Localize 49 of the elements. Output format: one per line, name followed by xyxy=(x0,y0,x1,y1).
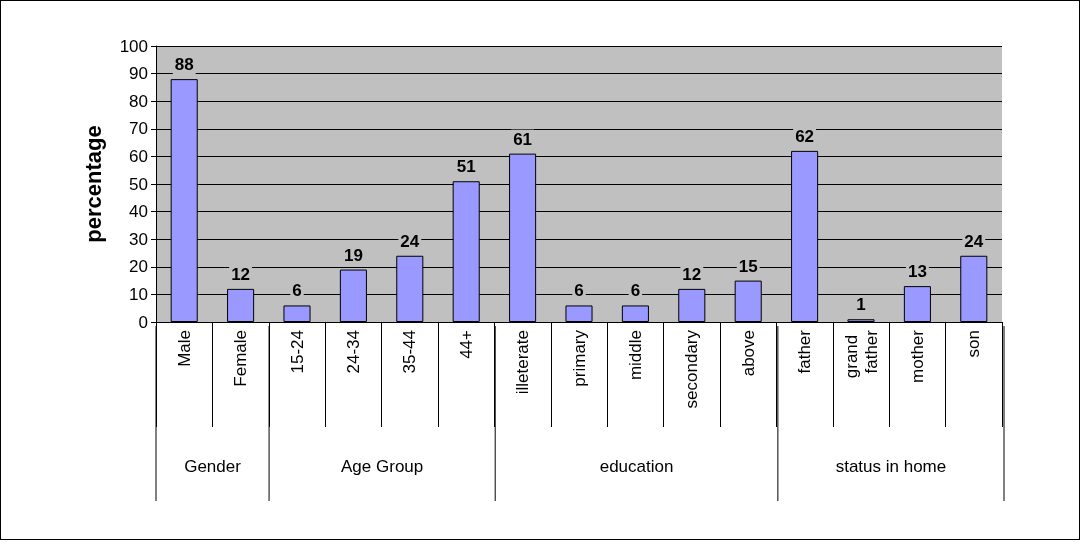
x-tick-label: grand father xyxy=(841,329,881,379)
y-tick-label: 50 xyxy=(129,174,148,194)
x-tick-label: Male xyxy=(174,330,194,367)
data-label: 61 xyxy=(513,129,533,149)
data-label: 88 xyxy=(174,55,194,75)
x-tick-label: son xyxy=(964,330,984,358)
data-label: 1 xyxy=(856,295,866,315)
data-label: 62 xyxy=(795,126,815,146)
data-label: 6 xyxy=(292,281,302,301)
data-label: 13 xyxy=(907,262,927,282)
y-tick-label: 80 xyxy=(129,91,148,111)
x-tick-label: Female xyxy=(231,330,251,387)
y-tick-label: 0 xyxy=(138,312,148,332)
x-tick-label: primary xyxy=(569,329,589,387)
y-axis-title: percentage xyxy=(80,125,106,243)
data-label: 12 xyxy=(231,264,251,284)
text: Gender xyxy=(184,456,242,476)
y-tick-label: 70 xyxy=(129,119,148,139)
y-tick-label: 30 xyxy=(129,229,148,249)
x-tick-label: middle xyxy=(625,330,645,381)
data-label: 6 xyxy=(630,281,641,301)
data-label: 24 xyxy=(400,231,420,251)
data-label: 12 xyxy=(682,264,702,284)
data-label: 24 xyxy=(964,231,984,251)
bar xyxy=(621,305,649,322)
data-label: 51 xyxy=(456,157,476,177)
text: status in home xyxy=(835,456,947,476)
x-tick-label: 44+ xyxy=(456,329,476,359)
y-tick-label: 20 xyxy=(129,257,148,277)
x-tick-label: 35-44 xyxy=(400,330,420,374)
x-tick-label: secondary xyxy=(682,329,702,409)
data-label: 6 xyxy=(574,281,584,301)
y-tick-label: 10 xyxy=(129,284,148,304)
x-tick-label: mother xyxy=(907,329,927,383)
bar xyxy=(565,305,593,322)
y-tick-label: 100 xyxy=(119,36,148,56)
text: education xyxy=(599,456,674,476)
x-tick-label: above xyxy=(738,330,758,377)
x-tick-label: 15-24 xyxy=(287,330,307,374)
y-tick-label: 60 xyxy=(129,146,148,166)
data-label: 19 xyxy=(343,245,363,265)
text: Age Group xyxy=(341,456,424,476)
y-tick-label: 40 xyxy=(129,202,148,222)
y-tick-label: 90 xyxy=(129,64,148,84)
bar xyxy=(283,305,311,322)
x-tick-label: father xyxy=(795,329,815,374)
x-tick-label: illeterate xyxy=(513,330,533,395)
x-tick-label: 24-34 xyxy=(343,330,363,374)
data-label: 15 xyxy=(738,256,758,276)
